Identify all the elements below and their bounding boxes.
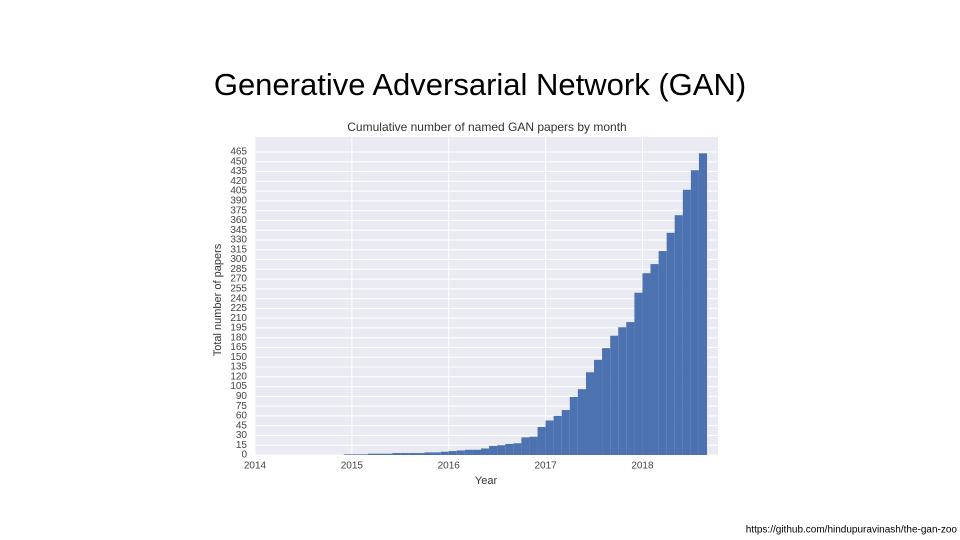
chart-title: Cumulative number of named GAN papers by… [347, 120, 626, 134]
y-tick-label: 90 [236, 391, 248, 402]
bar [384, 453, 393, 455]
y-tick-label: 405 [230, 186, 247, 197]
y-tick-label: 195 [230, 323, 247, 334]
y-tick-label: 420 [230, 176, 247, 187]
source-link: https://github.com/hindupuravinash/the-g… [746, 525, 958, 536]
y-tick-label: 435 [230, 166, 247, 177]
bar [497, 445, 506, 455]
bar [505, 443, 514, 455]
y-tick-label: 465 [230, 147, 247, 158]
bar [448, 451, 457, 455]
y-tick-label: 0 [241, 450, 247, 461]
slide-title: Generative Adversarial Network (GAN) [214, 67, 746, 102]
y-tick-label: 300 [230, 254, 247, 265]
bar [577, 389, 586, 455]
bar [626, 322, 635, 455]
bar [602, 348, 611, 455]
bar [343, 454, 352, 455]
y-tick-label: 270 [230, 274, 247, 285]
y-tick-label: 135 [230, 362, 247, 373]
y-tick-label: 450 [230, 156, 247, 167]
y-tick-label: 315 [230, 244, 247, 255]
bar [537, 426, 546, 455]
y-tick-label: 375 [230, 205, 247, 216]
bar [634, 292, 643, 455]
bar [480, 448, 490, 455]
bar [416, 453, 425, 455]
bar [674, 215, 683, 455]
x-tick-label: 2017 [534, 461, 557, 472]
y-tick-label: 60 [236, 411, 248, 422]
bar [569, 397, 578, 455]
bar [690, 170, 699, 455]
bar [489, 445, 498, 455]
y-tick-label: 345 [230, 225, 247, 236]
bar [351, 454, 360, 455]
x-tick-label: 2016 [438, 461, 461, 472]
bar [432, 452, 441, 455]
bar [521, 437, 530, 455]
bar [650, 264, 659, 455]
bar [368, 453, 377, 455]
x-tick-label: 2015 [341, 461, 364, 472]
bar [456, 450, 465, 455]
bar [682, 189, 691, 455]
bar [472, 449, 481, 455]
y-tick-label: 225 [230, 303, 247, 314]
bar [529, 436, 538, 455]
y-tick-label: 30 [236, 430, 248, 441]
bar [424, 452, 433, 455]
bar [400, 453, 409, 455]
y-tick-label: 210 [230, 313, 247, 324]
y-tick-label: 285 [230, 264, 247, 275]
bar [440, 451, 449, 455]
bar [585, 372, 595, 455]
y-tick-label: 255 [230, 283, 247, 294]
bar [698, 153, 708, 455]
y-tick-label: 390 [230, 196, 247, 207]
y-tick-label: 105 [230, 381, 247, 392]
y-tick-label: 15 [236, 440, 248, 451]
bar [392, 453, 401, 455]
x-axis-label: Year [475, 475, 498, 487]
bar [553, 415, 562, 455]
bar [610, 335, 619, 455]
bar [658, 251, 667, 455]
y-tick-label: 45 [236, 420, 248, 431]
y-axis-label: Total number of papers [212, 243, 224, 356]
bar [408, 453, 417, 455]
bar [618, 327, 627, 455]
y-tick-label: 180 [230, 332, 247, 343]
bar [359, 454, 369, 455]
x-tick-label: 2018 [631, 461, 654, 472]
bar [561, 410, 570, 455]
x-tick-label: 2014 [244, 461, 267, 472]
bar [666, 232, 675, 455]
y-tick-label: 330 [230, 235, 247, 246]
y-tick-label: 150 [230, 352, 247, 363]
y-tick-label: 120 [230, 371, 247, 382]
y-tick-label: 240 [230, 293, 247, 304]
y-tick-label: 360 [230, 215, 247, 226]
bar [545, 420, 554, 455]
bar [464, 449, 473, 455]
bar [642, 273, 651, 455]
bar [594, 359, 603, 455]
y-tick-label: 75 [236, 401, 248, 412]
bar [376, 453, 385, 455]
y-tick-label: 165 [230, 342, 247, 353]
bar [513, 443, 522, 455]
